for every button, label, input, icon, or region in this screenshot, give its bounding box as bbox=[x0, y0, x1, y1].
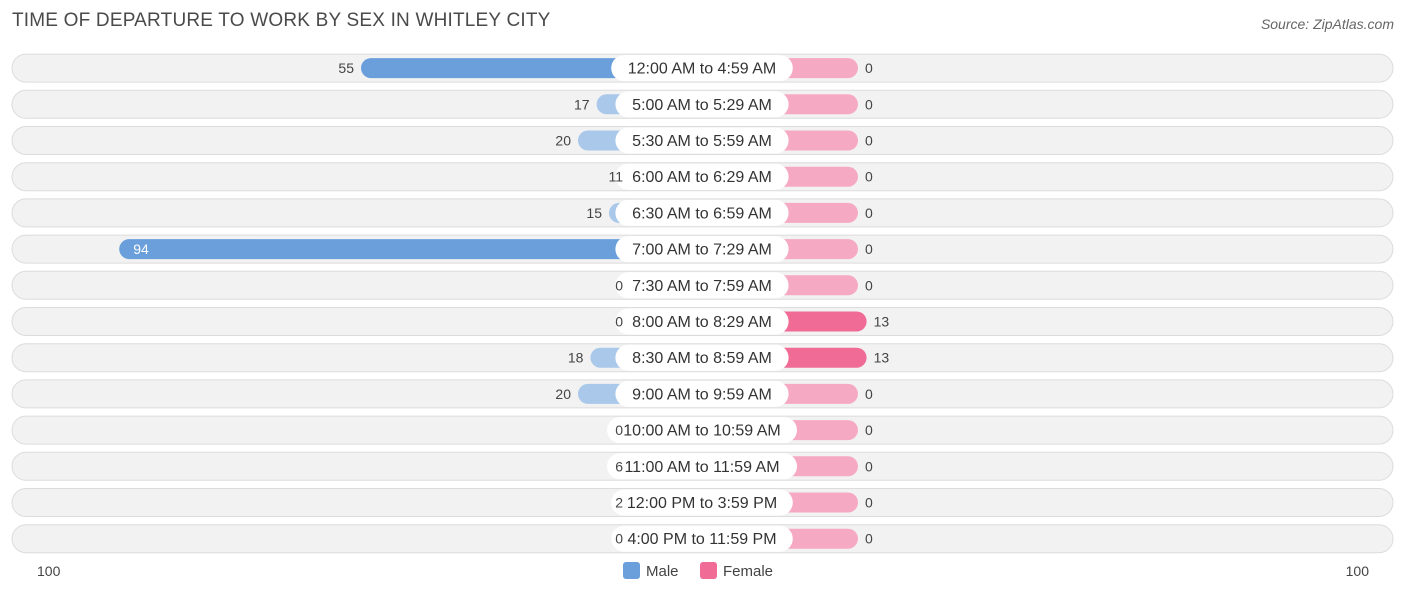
category-label-bg bbox=[615, 163, 789, 190]
legend-female-swatch bbox=[700, 562, 717, 579]
category-label: 5:30 AM to 5:59 AM bbox=[632, 133, 772, 150]
axis-right-label: 100 bbox=[1346, 563, 1370, 579]
category-label-bg bbox=[615, 127, 789, 154]
category-label-bg bbox=[611, 489, 793, 516]
female-value-label: 13 bbox=[874, 350, 890, 366]
male-value-label: 0 bbox=[615, 531, 623, 547]
male-value-label: 15 bbox=[586, 205, 602, 221]
female-value-label: 0 bbox=[865, 277, 873, 293]
female-value-label: 0 bbox=[865, 60, 873, 76]
category-label: 6:00 AM to 6:29 AM bbox=[632, 169, 772, 186]
category-label-bg bbox=[615, 344, 789, 371]
male-value-label: 17 bbox=[574, 96, 590, 112]
source-note: Source: ZipAtlas.com bbox=[1260, 16, 1394, 32]
female-value-label: 0 bbox=[865, 96, 873, 112]
female-value-label: 0 bbox=[865, 422, 873, 438]
female-value-label: 0 bbox=[865, 169, 873, 185]
category-label: 12:00 AM to 4:59 AM bbox=[628, 61, 777, 78]
male-value-label: 0 bbox=[615, 422, 623, 438]
category-label: 8:30 AM to 8:59 AM bbox=[632, 350, 772, 367]
category-label: 10:00 AM to 10:59 AM bbox=[623, 423, 780, 440]
category-label: 6:30 AM to 6:59 AM bbox=[632, 205, 772, 222]
category-label-bg bbox=[615, 308, 789, 335]
category-label-bg bbox=[615, 91, 789, 118]
category-label: 12:00 PM to 3:59 PM bbox=[627, 495, 777, 512]
male-value-label: 0 bbox=[615, 277, 623, 293]
female-value-label: 0 bbox=[865, 205, 873, 221]
category-label-bg bbox=[607, 453, 797, 480]
male-value-label: 0 bbox=[615, 314, 623, 330]
female-value-label: 0 bbox=[865, 495, 873, 511]
legend-male-label: Male bbox=[646, 563, 679, 580]
category-label: 5:00 AM to 5:29 AM bbox=[632, 97, 772, 114]
axis-left-label: 100 bbox=[37, 563, 61, 579]
female-value-label: 0 bbox=[865, 241, 873, 257]
category-label: 4:00 PM to 11:59 PM bbox=[627, 531, 776, 548]
category-label: 8:00 AM to 8:29 AM bbox=[632, 314, 772, 331]
category-label-bg bbox=[615, 380, 789, 407]
male-value-label: 20 bbox=[555, 133, 571, 149]
male-value-label: 6 bbox=[615, 458, 623, 474]
chart-title: TIME OF DEPARTURE TO WORK BY SEX IN WHIT… bbox=[12, 10, 551, 31]
legend-female-label: Female bbox=[723, 563, 773, 580]
category-label-bg bbox=[607, 417, 797, 444]
category-label-bg bbox=[611, 55, 793, 82]
female-value-label: 0 bbox=[865, 386, 873, 402]
category-label-bg bbox=[615, 199, 789, 226]
legend-male-swatch bbox=[623, 562, 640, 579]
male-value-label: 11 bbox=[608, 169, 623, 185]
female-value-label: 13 bbox=[874, 314, 890, 330]
category-label-bg bbox=[611, 525, 793, 552]
female-value-label: 0 bbox=[865, 531, 873, 547]
male-value-label: 18 bbox=[568, 350, 584, 366]
category-label: 9:00 AM to 9:59 AM bbox=[632, 386, 772, 403]
male-value-label: 94 bbox=[133, 241, 149, 257]
female-value-label: 0 bbox=[865, 458, 873, 474]
female-value-label: 0 bbox=[865, 133, 873, 149]
category-label: 11:00 AM to 11:59 AM bbox=[624, 459, 779, 476]
category-label-bg bbox=[615, 236, 789, 263]
category-label-bg bbox=[615, 272, 789, 299]
male-bar bbox=[119, 239, 702, 260]
male-value-label: 55 bbox=[338, 60, 354, 76]
male-value-label: 2 bbox=[615, 495, 623, 511]
male-value-label: 20 bbox=[555, 386, 571, 402]
category-label: 7:00 AM to 7:29 AM bbox=[632, 242, 772, 259]
category-label: 7:30 AM to 7:59 AM bbox=[632, 278, 772, 295]
